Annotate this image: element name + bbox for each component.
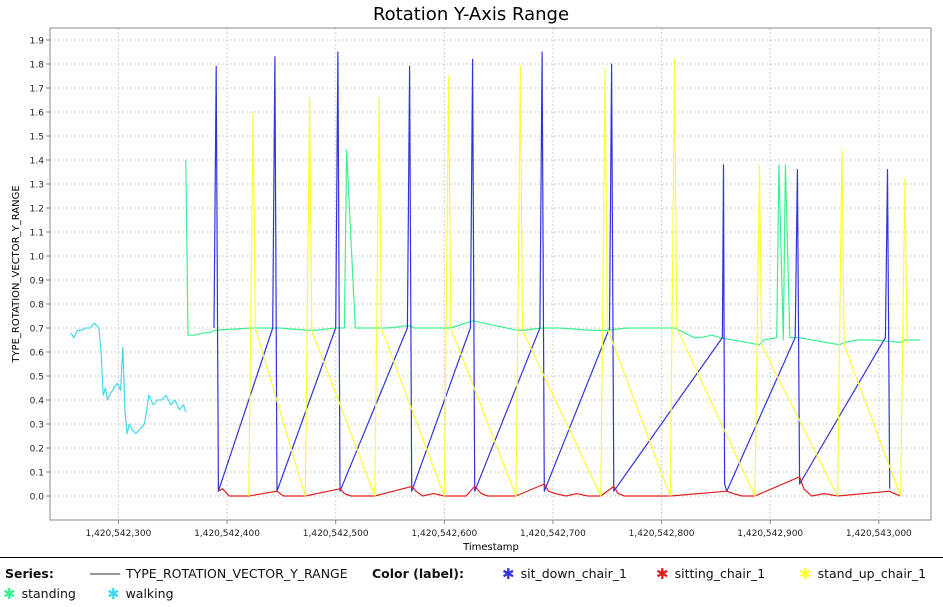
y-tick-label: 1.1 xyxy=(30,229,44,239)
y-tick-label: 0.1 xyxy=(30,469,44,479)
star-icon: ✱ xyxy=(502,564,515,583)
y-tick-label: 1.4 xyxy=(30,157,45,167)
y-axis: 0.0 0.1 0.2 0.3 0.4 0.5 0.6 0.7 0.8 0.9 1.0 1.1 1.2 1… xyxy=(30,37,50,503)
legend-item-sitting-chair: ✱ sitting_chair_1 xyxy=(656,566,765,581)
y-tick-label: 0.2 xyxy=(30,445,44,455)
y-tick-label: 1.3 xyxy=(30,181,44,191)
series-line-walking xyxy=(70,322,187,435)
y-tick-label: 1.9 xyxy=(30,37,45,47)
series-line-stand-up-chair-1 xyxy=(248,58,908,497)
x-tick-label: 1,420,542,800 xyxy=(629,529,695,539)
chart: Rotation Y-Axis Range 0.0 0.1 0.2 0.3 0.4 0.5… xyxy=(11,4,932,553)
chart-title: Rotation Y-Axis Range xyxy=(373,4,569,25)
legend-item-walking: ✱ walking xyxy=(107,586,174,601)
x-axis-label: Timestamp xyxy=(462,542,519,553)
y-tick-label: 0.9 xyxy=(30,277,45,287)
y-axis-label: TYPE_ROTATION_VECTOR_Y_RANGE xyxy=(11,185,22,363)
legend-item-series: TYPE_ROTATION_VECTOR_Y_RANGE xyxy=(90,566,348,581)
y-tick-label: 0.4 xyxy=(30,397,45,407)
x-tick-label: 1,420,542,500 xyxy=(303,529,369,539)
x-tick-label: 1,420,542,300 xyxy=(86,529,152,539)
x-tick-label: 1,420,542,600 xyxy=(411,529,477,539)
legend-label: sitting_chair_1 xyxy=(674,566,766,581)
series-layer xyxy=(70,51,921,497)
y-tick-label: 1.5 xyxy=(30,133,44,143)
legend-item-sit-down-chair: ✱ sit_down_chair_1 xyxy=(502,566,627,581)
x-tick-label: 1,420,543,000 xyxy=(846,529,912,539)
series-legend-title: Series: xyxy=(5,566,54,581)
y-tick-label: 1.0 xyxy=(30,253,45,263)
legend: Series: TYPE_ROTATION_VECTOR_Y_RANGE Col… xyxy=(0,557,943,607)
legend-label: sit_down_chair_1 xyxy=(520,566,627,581)
series-line-sitting-chair-1 xyxy=(218,476,901,497)
x-tick-label: 1,420,542,900 xyxy=(737,529,803,539)
y-tick-label: 0.8 xyxy=(30,301,45,311)
legend-item-standing: ✱ standing xyxy=(3,586,76,601)
y-tick-label: 0.5 xyxy=(30,373,44,383)
star-icon: ✱ xyxy=(656,564,669,583)
legend-label: walking xyxy=(125,586,174,601)
legend-label: TYPE_ROTATION_VECTOR_Y_RANGE xyxy=(126,566,348,581)
plot-frame xyxy=(49,27,932,521)
legend-item-stand-up-chair: ✱ stand_up_chair_1 xyxy=(799,566,926,581)
y-tick-label: 1.6 xyxy=(30,109,45,119)
star-icon: ✱ xyxy=(107,584,120,603)
x-tick-label: 1,420,542,700 xyxy=(520,529,586,539)
grid xyxy=(50,28,931,520)
y-tick-label: 0.3 xyxy=(30,421,44,431)
y-tick-label: 1.8 xyxy=(30,61,45,71)
x-tick-label: 1,420,542,400 xyxy=(194,529,260,539)
y-tick-label: 0.0 xyxy=(30,493,45,503)
y-tick-label: 1.2 xyxy=(30,205,44,215)
legend-label: standing xyxy=(21,586,76,601)
y-tick-label: 0.7 xyxy=(30,325,44,335)
x-axis: 1,420,542,300 1,420,542,400 1,420,542,500 1… xyxy=(86,520,912,539)
y-tick-label: 0.6 xyxy=(30,349,45,359)
color-legend-title: Color (label): xyxy=(372,566,465,581)
star-icon: ✱ xyxy=(799,564,812,583)
star-icon: ✱ xyxy=(3,584,16,603)
y-tick-label: 1.7 xyxy=(30,85,44,95)
series-line-swatch xyxy=(90,572,120,575)
legend-label: stand_up_chair_1 xyxy=(817,566,927,581)
series-line-standing xyxy=(185,149,921,346)
